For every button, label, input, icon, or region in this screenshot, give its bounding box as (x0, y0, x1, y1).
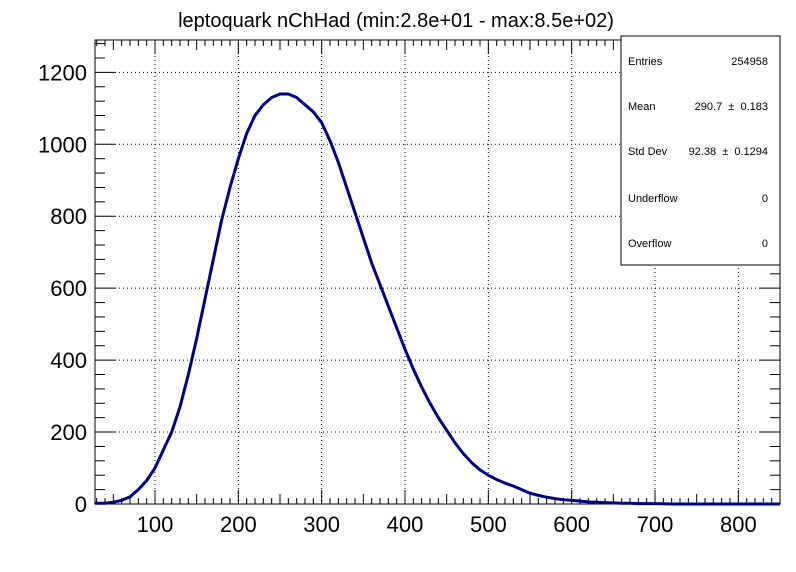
stats-stddev-value: 92.38 ± 0.1294 (689, 146, 768, 158)
stats-entries-label: Entries (628, 56, 663, 68)
x-tick-label: 400 (387, 512, 424, 537)
series-group (95, 92, 781, 506)
stats-mean-label: Mean (628, 101, 656, 113)
y-tick-label: 0 (75, 492, 87, 517)
grid (95, 40, 780, 505)
x-tick-label: 200 (220, 512, 257, 537)
stats-overflow-label: Overflow (628, 238, 671, 250)
stats-underflow-value: 0 (762, 193, 768, 205)
x-tick-label: 500 (470, 512, 507, 537)
x-tick-label: 800 (720, 512, 757, 537)
stats-mean-value: 290.7 ± 0.183 (695, 101, 768, 113)
stats-overflow-value: 0 (762, 238, 768, 250)
x-tick-label: 700 (637, 512, 674, 537)
stats-box: Entries 254958 Mean 290.7 ± 0.183 Std De… (620, 35, 781, 266)
y-tick-label: 1000 (38, 132, 87, 157)
y-tick-label: 600 (50, 276, 87, 301)
plot-area (94, 39, 781, 505)
y-axis: 0 200 400 600 800 1000 1200 (38, 43, 780, 517)
x-tick-label: 100 (137, 512, 174, 537)
stats-box-frame (620, 35, 781, 266)
y-tick-label: 1200 (38, 60, 87, 85)
x-tick-label: 300 (303, 512, 340, 537)
y-tick-label: 400 (50, 348, 87, 373)
stats-underflow-label: Underflow (628, 193, 678, 205)
y-tick-label: 200 (50, 420, 87, 445)
stats-entries-value: 254958 (731, 56, 768, 68)
stats-stddev-label: Std Dev (628, 146, 668, 158)
chart-title: leptoquark nChHad (min:2.8e+01 - max:8.5… (178, 10, 614, 32)
y-tick-label: 800 (50, 204, 87, 229)
plot-frame (94, 39, 781, 505)
x-tick-label: 600 (553, 512, 590, 537)
